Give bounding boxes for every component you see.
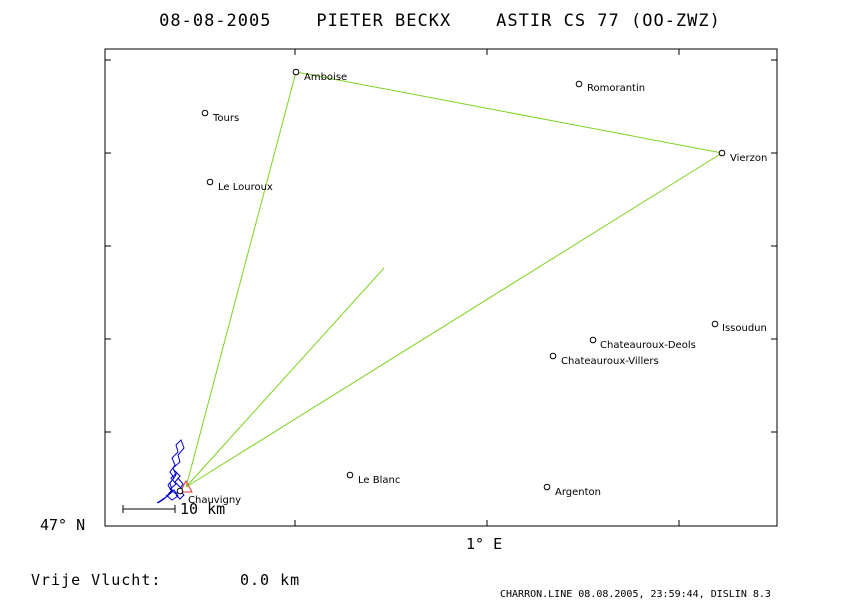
town-amboise: Amboise — [292, 68, 347, 83]
start-marker — [179, 479, 193, 493]
map-frame — [104, 48, 778, 527]
left-ticks — [105, 59, 111, 433]
town-chateauroux-deols: Chateauroux-Deols — [589, 336, 696, 351]
svg-text:Amboise: Amboise — [304, 72, 347, 83]
free-flight-value: 0.0 km — [240, 571, 300, 589]
town-chateauroux-villers: Chateauroux-Villers — [549, 352, 659, 367]
svg-text:Tours: Tours — [212, 113, 239, 124]
town-le-louroux: Le Louroux — [206, 178, 273, 193]
town-vierzon: Vierzon — [718, 149, 767, 164]
map-title: 08-08-2005 PIETER BECKX ASTIR CS 77 (OO-… — [159, 11, 721, 31]
free-flight-label: Vrije Vlucht: — [31, 571, 161, 589]
svg-text:Chateauroux-Villers: Chateauroux-Villers — [561, 356, 659, 367]
task-lines — [185, 71, 723, 488]
town-romorantin: Romorantin — [575, 80, 645, 94]
svg-text:Chateauroux-Deols: Chateauroux-Deols — [600, 340, 696, 351]
task-leg-vierzon-start — [185, 152, 723, 488]
right-ticks — [771, 59, 777, 433]
task-leg-start-amboise — [185, 71, 297, 488]
bottom-ticks — [294, 520, 680, 526]
longitude-label: 1° E — [466, 535, 502, 553]
top-ticks — [294, 49, 680, 55]
svg-text:Le Louroux: Le Louroux — [218, 182, 273, 193]
town-chauvigny: Chauvigny — [176, 487, 241, 506]
task-leg-partial — [185, 267, 385, 488]
svg-text:Vierzon: Vierzon — [730, 153, 767, 164]
town-le-blanc: Le Blanc — [346, 471, 400, 486]
scale-bar-label: 10 km — [180, 500, 225, 518]
svg-text:Argenton: Argenton — [555, 487, 601, 498]
latitude-label: 47° N — [40, 516, 85, 534]
credits-text: CHARRON.LINE 08.08.2005, 23:59:44, DISLI… — [500, 589, 771, 600]
svg-text:Chauvigny: Chauvigny — [188, 495, 241, 506]
task-leg-amboise-vierzon — [295, 71, 723, 154]
towns: Amboise Romorantin Tours Vierzon Le Lour… — [176, 68, 767, 506]
town-issoudun: Issoudun — [711, 320, 767, 334]
svg-text:Le Blanc: Le Blanc — [358, 475, 400, 486]
town-tours: Tours — [201, 109, 239, 124]
scale-bar — [122, 505, 176, 513]
svg-text:Romorantin: Romorantin — [587, 83, 645, 94]
svg-text:Issoudun: Issoudun — [722, 323, 767, 334]
town-argenton: Argenton — [543, 483, 601, 498]
